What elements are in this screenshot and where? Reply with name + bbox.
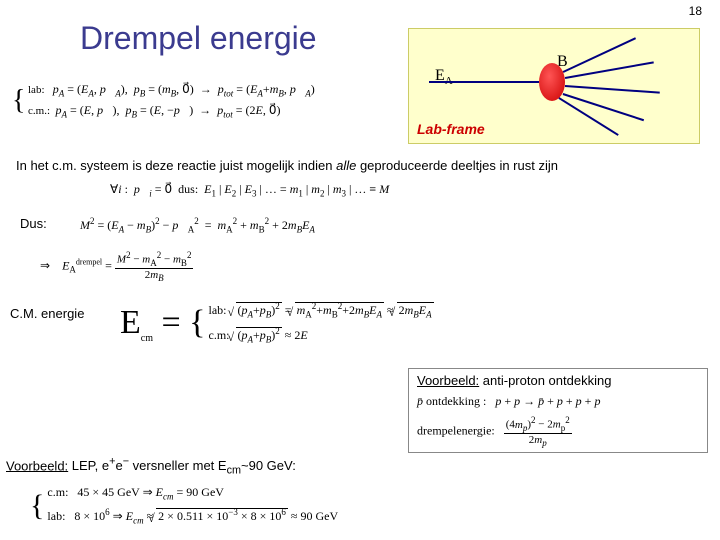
eq-threshold: ⇒ EAdrempel = M2 − mA2 − mB2 2mB [40,250,193,283]
lab-row-eq: pA = (EA, p⃗A), pB = (mB, 0⃗) → ptot = (… [53,82,315,96]
example-header: Voorbeeld: [417,373,479,388]
eq-m2: M2 = (EA − mB)2 − p⃗A2 = mA2 + mB2 + 2mB… [80,216,315,234]
dus-label: Dus: [20,216,47,231]
brace-icon: { [12,80,25,122]
lab-row-label: lab: [28,84,45,96]
example-lep-header: Voorbeeld: LEP, e+e− versneller met Ecm~… [6,456,296,477]
target-particle [539,63,565,101]
body-text-1: In het c.m. systeem is deze reactie juis… [16,158,558,173]
eq-forall: ∀i : p⃗i = 0⃗ dus: E1 | E2 | E3 | … = m1… [110,182,389,198]
cm-energie-label: C.M. energie [10,306,84,321]
kinematics-block: { lab: pA = (EA, p⃗A), pB = (mB, 0⃗) → p… [10,80,400,122]
ea-label: EA [435,67,453,87]
cm-row-label: c.m.: [28,105,50,117]
lab-frame-diagram: EA B Lab-frame [408,28,700,144]
out-ray [565,85,660,93]
ex1-reaction: p̄ ontdekking : p + p → p̄ + p + p + p [417,394,699,409]
page-number: 18 [689,4,702,18]
cm-row-eq: pA = (E, p⃗), pB = (E, −p⃗) → ptot = (2E… [56,103,281,117]
ex1-threshold: drempelenergie: (4mp)2 − 2mp2 2mp [417,415,699,448]
example-lep-eqs: { c.m: 45 × 45 GeV ⇒ Ecm = 90 GeV lab: 8… [30,480,338,531]
frame-label: Lab-frame [417,121,485,137]
incoming-arrow [429,81,539,83]
cm-energie-block: Ecm = { lab: (pA+pB)2 = mA2+mB2+2mBEA ≈ … [120,292,434,353]
example-antiproton: Voorbeeld: anti-proton ontdekking p̄ ont… [408,368,708,453]
page-title: Drempel energie [80,20,317,57]
